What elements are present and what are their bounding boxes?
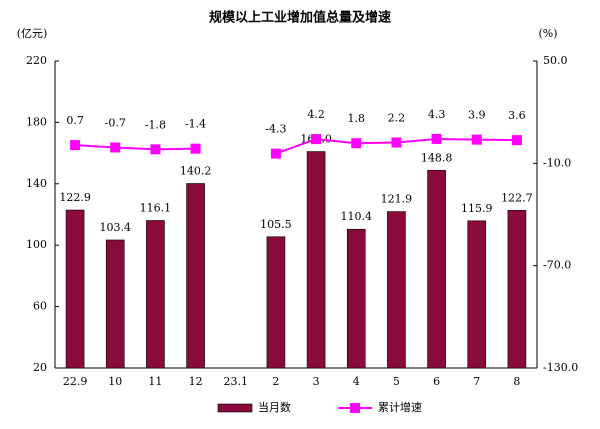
data-label: 122.7 [501, 191, 533, 204]
x-tick-label: 4 [353, 375, 360, 388]
data-label: -1.4 [185, 118, 206, 131]
data-label: 1.8 [348, 112, 366, 125]
data-label: 4.3 [428, 108, 446, 121]
bar [65, 209, 85, 369]
bar [186, 183, 205, 369]
y-tick-label: 60 [33, 300, 47, 313]
line-marker [150, 144, 161, 155]
legend-label: 当月数 [258, 400, 291, 414]
line-marker [190, 143, 201, 154]
x-tick-label: 12 [189, 375, 203, 388]
x-tick-label: 2 [272, 375, 279, 388]
line-marker [110, 142, 121, 153]
legend-label: 累计增速 [378, 400, 422, 414]
data-label: 103.4 [100, 221, 132, 234]
data-label: 0.7 [66, 114, 84, 127]
x-tick-label: 7 [473, 375, 480, 388]
x-tick-label: 23.1 [224, 375, 249, 388]
y-tick-label: 140 [26, 177, 47, 190]
data-label: 148.8 [421, 151, 453, 164]
y2-tick-label: -70.0 [543, 259, 571, 272]
data-label: 122.9 [59, 191, 91, 204]
bar [427, 169, 446, 369]
y2-axis-label: (%) [538, 27, 557, 40]
bar [507, 210, 527, 369]
x-tick-label: 22.9 [63, 375, 88, 388]
line-marker [391, 137, 402, 148]
chart-title: 规模以上工业增加值总量及增速 [209, 10, 391, 26]
bar [467, 220, 487, 369]
y-tick-label: 220 [26, 54, 47, 67]
line-marker [471, 134, 482, 145]
x-tick-label: 11 [148, 375, 162, 388]
y2-tick-label: 50.0 [543, 54, 568, 67]
line-marker [311, 134, 322, 145]
bar [105, 239, 125, 369]
data-label: 4.2 [307, 108, 325, 121]
y2-tick-label: -10.0 [543, 156, 571, 169]
bar [266, 236, 286, 369]
y2-tick-label: -130.0 [543, 361, 578, 374]
bar [346, 228, 366, 369]
line-marker [270, 148, 281, 159]
data-label: 115.9 [461, 202, 493, 215]
data-label: -0.7 [105, 116, 126, 129]
data-label: 140.2 [180, 164, 212, 177]
y-tick-label: 20 [33, 361, 47, 374]
legend-swatch [217, 403, 253, 413]
x-tick-label: 6 [433, 375, 440, 388]
line-marker [70, 140, 81, 151]
legend-swatch [350, 403, 360, 413]
y-tick-label: 180 [26, 115, 47, 128]
bar [306, 151, 326, 369]
x-tick-label: 8 [513, 375, 520, 388]
data-label: 3.9 [468, 109, 486, 122]
line-marker [431, 133, 442, 144]
y-axis-label: (亿元) [17, 27, 48, 40]
bar [387, 211, 406, 369]
x-tick-label: 10 [108, 375, 122, 388]
y-tick-label: 100 [26, 238, 47, 251]
data-label: 116.1 [140, 201, 172, 214]
data-label: -4.3 [265, 123, 286, 136]
x-tick-label: 5 [393, 375, 400, 388]
line-marker [351, 138, 362, 149]
bar [146, 220, 165, 369]
data-label: 3.6 [508, 109, 526, 122]
x-tick-label: 3 [313, 375, 320, 388]
data-label: 121.9 [381, 193, 413, 206]
data-label: 2.2 [388, 112, 406, 125]
line-marker [511, 135, 522, 146]
data-label: -1.8 [145, 118, 166, 131]
data-label: 105.5 [260, 218, 292, 231]
data-label: 110.4 [341, 210, 373, 223]
